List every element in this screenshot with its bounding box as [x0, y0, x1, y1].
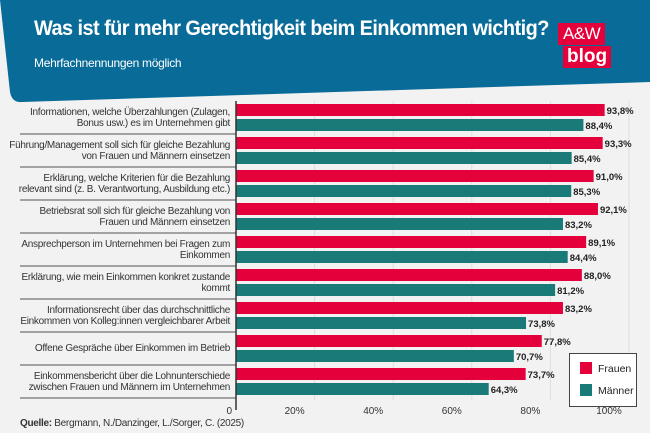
category-label: Informationen, welche Überzahlungen (Zul… — [30, 106, 230, 129]
bar-frauen — [236, 302, 563, 314]
category-label-box: Betriebsrat soll sich für gleiche Bezahl… — [8, 200, 231, 233]
data-label: 83,2% — [565, 220, 592, 231]
category-label-box: Ansprechperson im Unternehmen bei Fragen… — [8, 233, 230, 266]
data-label: 73,7% — [528, 370, 555, 381]
bar-frauen — [236, 269, 582, 281]
bar-maenner — [236, 185, 572, 197]
header-banner — [0, 0, 650, 103]
data-label: 81,2% — [557, 286, 584, 297]
x-tick-label: 60% — [442, 406, 462, 417]
bar-maenner — [236, 383, 489, 395]
data-label: 92,1% — [600, 205, 627, 216]
chart-subtitle: Mehrfachnennungen möglich — [34, 56, 182, 70]
legend-maenner: Männer — [580, 384, 634, 397]
category-label-box: Einkommensbericht über die Lohnunterschi… — [8, 365, 231, 398]
data-label: 88,0% — [584, 271, 611, 282]
bar-frauen — [236, 104, 605, 116]
data-label: 64,3% — [491, 385, 518, 396]
bar-maenner — [236, 350, 514, 362]
bar-frauen — [236, 170, 594, 182]
bar-frauen — [236, 236, 587, 248]
x-tick-label: 40% — [363, 406, 383, 417]
category-label-box: Erklärung, wie mein Einkommen konkret zu… — [8, 266, 230, 299]
logo-aw: A&W — [558, 23, 606, 45]
category-label-box: Führung/Management soll sich für gleiche… — [8, 134, 230, 167]
category-label: Erklärung, welche Kriterien für die Beza… — [18, 172, 231, 195]
category-label: Offene Gespräche über Einkommen im Betri… — [34, 343, 230, 354]
category-label: Führung/Management soll sich für gleiche… — [9, 139, 230, 162]
category-label-box: Informationen, welche Überzahlungen (Zul… — [8, 101, 230, 134]
bar-frauen — [236, 335, 542, 347]
bar-maenner — [236, 284, 556, 296]
bar-frauen — [236, 368, 526, 380]
category-label: Einkommensbericht über die Lohnunterschi… — [28, 370, 231, 393]
bar-maenner — [236, 152, 572, 164]
category-label: Informationsrecht über das durchschnittl… — [20, 304, 230, 327]
x-tick-label: 100% — [596, 406, 622, 417]
data-label: 91,0% — [596, 172, 623, 183]
data-label: 70,7% — [516, 352, 543, 363]
data-label: 77,8% — [544, 337, 571, 348]
data-label: 73,8% — [528, 319, 555, 330]
bar-maenner — [236, 317, 527, 329]
bar-maenner — [236, 218, 563, 230]
legend-frauen: Frauen — [580, 362, 631, 375]
category-label-box: Erklärung, welche Kriterien für die Beza… — [8, 167, 231, 200]
category-label: Erklärung, wie mein Einkommen konkret zu… — [21, 271, 230, 294]
bar-frauen — [236, 137, 603, 149]
data-label: 85,4% — [574, 154, 601, 165]
data-label: 93,3% — [605, 139, 632, 150]
data-label: 84,4% — [570, 253, 597, 264]
data-label: 93,8% — [607, 106, 634, 117]
logo-blog: blog — [563, 46, 612, 68]
data-label: 83,2% — [565, 304, 592, 315]
bar-frauen — [236, 203, 598, 215]
legend: Frauen Männer — [569, 353, 637, 407]
x-tick-label: 20% — [285, 406, 305, 417]
chart-title: Was ist für mehr Gerechtigkeit beim Eink… — [34, 16, 549, 40]
x-tick-label: 80% — [520, 406, 540, 417]
data-label: 88,4% — [585, 121, 612, 132]
data-label: 85,3% — [573, 187, 600, 198]
bar-maenner — [236, 251, 568, 263]
category-label: Ansprechperson im Unternehmen bei Fragen… — [21, 238, 230, 261]
bar-maenner — [236, 119, 584, 131]
data-label: 89,1% — [588, 238, 615, 249]
category-label-box: Informationsrecht über das durchschnittl… — [8, 299, 230, 332]
x-tick-label: 0 — [226, 406, 232, 417]
source: Quelle: Bergmann, N./Danzinger, L./Sorge… — [20, 418, 244, 429]
category-label: Betriebsrat soll sich für gleiche Bezahl… — [39, 205, 231, 228]
category-label-box: Offene Gespräche über Einkommen im Betri… — [8, 332, 230, 365]
